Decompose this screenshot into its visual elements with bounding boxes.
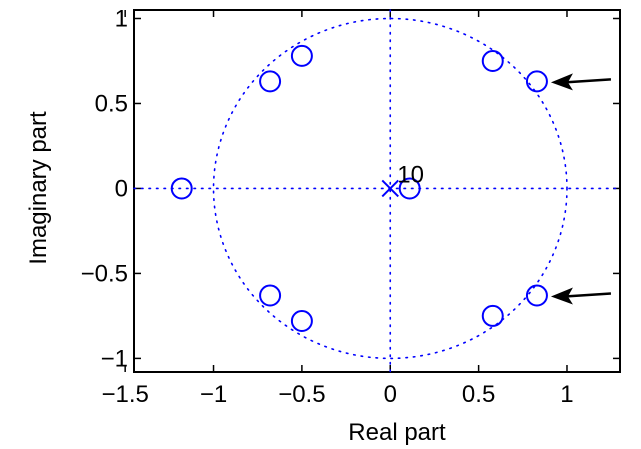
pole-marker-stroke (381, 179, 399, 198)
pointer-arrow (550, 287, 612, 305)
y-tick-label: −0.5 (81, 260, 128, 287)
zero-marker (398, 177, 421, 200)
y-tick-label: 1 (115, 5, 128, 32)
zero-marker (170, 177, 193, 200)
x-tick-label: 0 (384, 381, 397, 408)
y-tick-label: 0 (115, 175, 128, 202)
zero-marker (525, 70, 548, 93)
x-axis-label: Real part (348, 419, 446, 446)
multiplicity-label: 10 (397, 161, 424, 188)
pointer-arrow-shaft (564, 78, 612, 84)
plot-frame (133, 9, 621, 373)
pointer-arrow-head (550, 73, 573, 91)
y-axis-label: Imaginary part (25, 111, 52, 265)
x-tick-label: −0.5 (278, 381, 325, 408)
pointer-arrow-shaft (564, 292, 612, 298)
zero-marker (481, 304, 504, 327)
x-tick-label: −1.5 (101, 381, 148, 408)
zero-marker (481, 49, 504, 72)
y-tick-label: 0.5 (95, 90, 128, 117)
zero-marker (290, 44, 313, 67)
zero-marker (259, 284, 282, 307)
pointer-arrow-head (550, 287, 573, 305)
x-tick-label: 1 (560, 381, 573, 408)
x-tick-label: −1 (200, 381, 227, 408)
unit-circle (212, 17, 568, 360)
pole-marker (381, 179, 399, 198)
pointer-arrow (550, 73, 612, 91)
zero-marker (259, 70, 282, 93)
x-tick-label: 0.5 (462, 381, 495, 408)
zero-marker (290, 310, 313, 333)
y-tick-label: −1 (101, 345, 128, 372)
zero-marker (525, 284, 548, 307)
